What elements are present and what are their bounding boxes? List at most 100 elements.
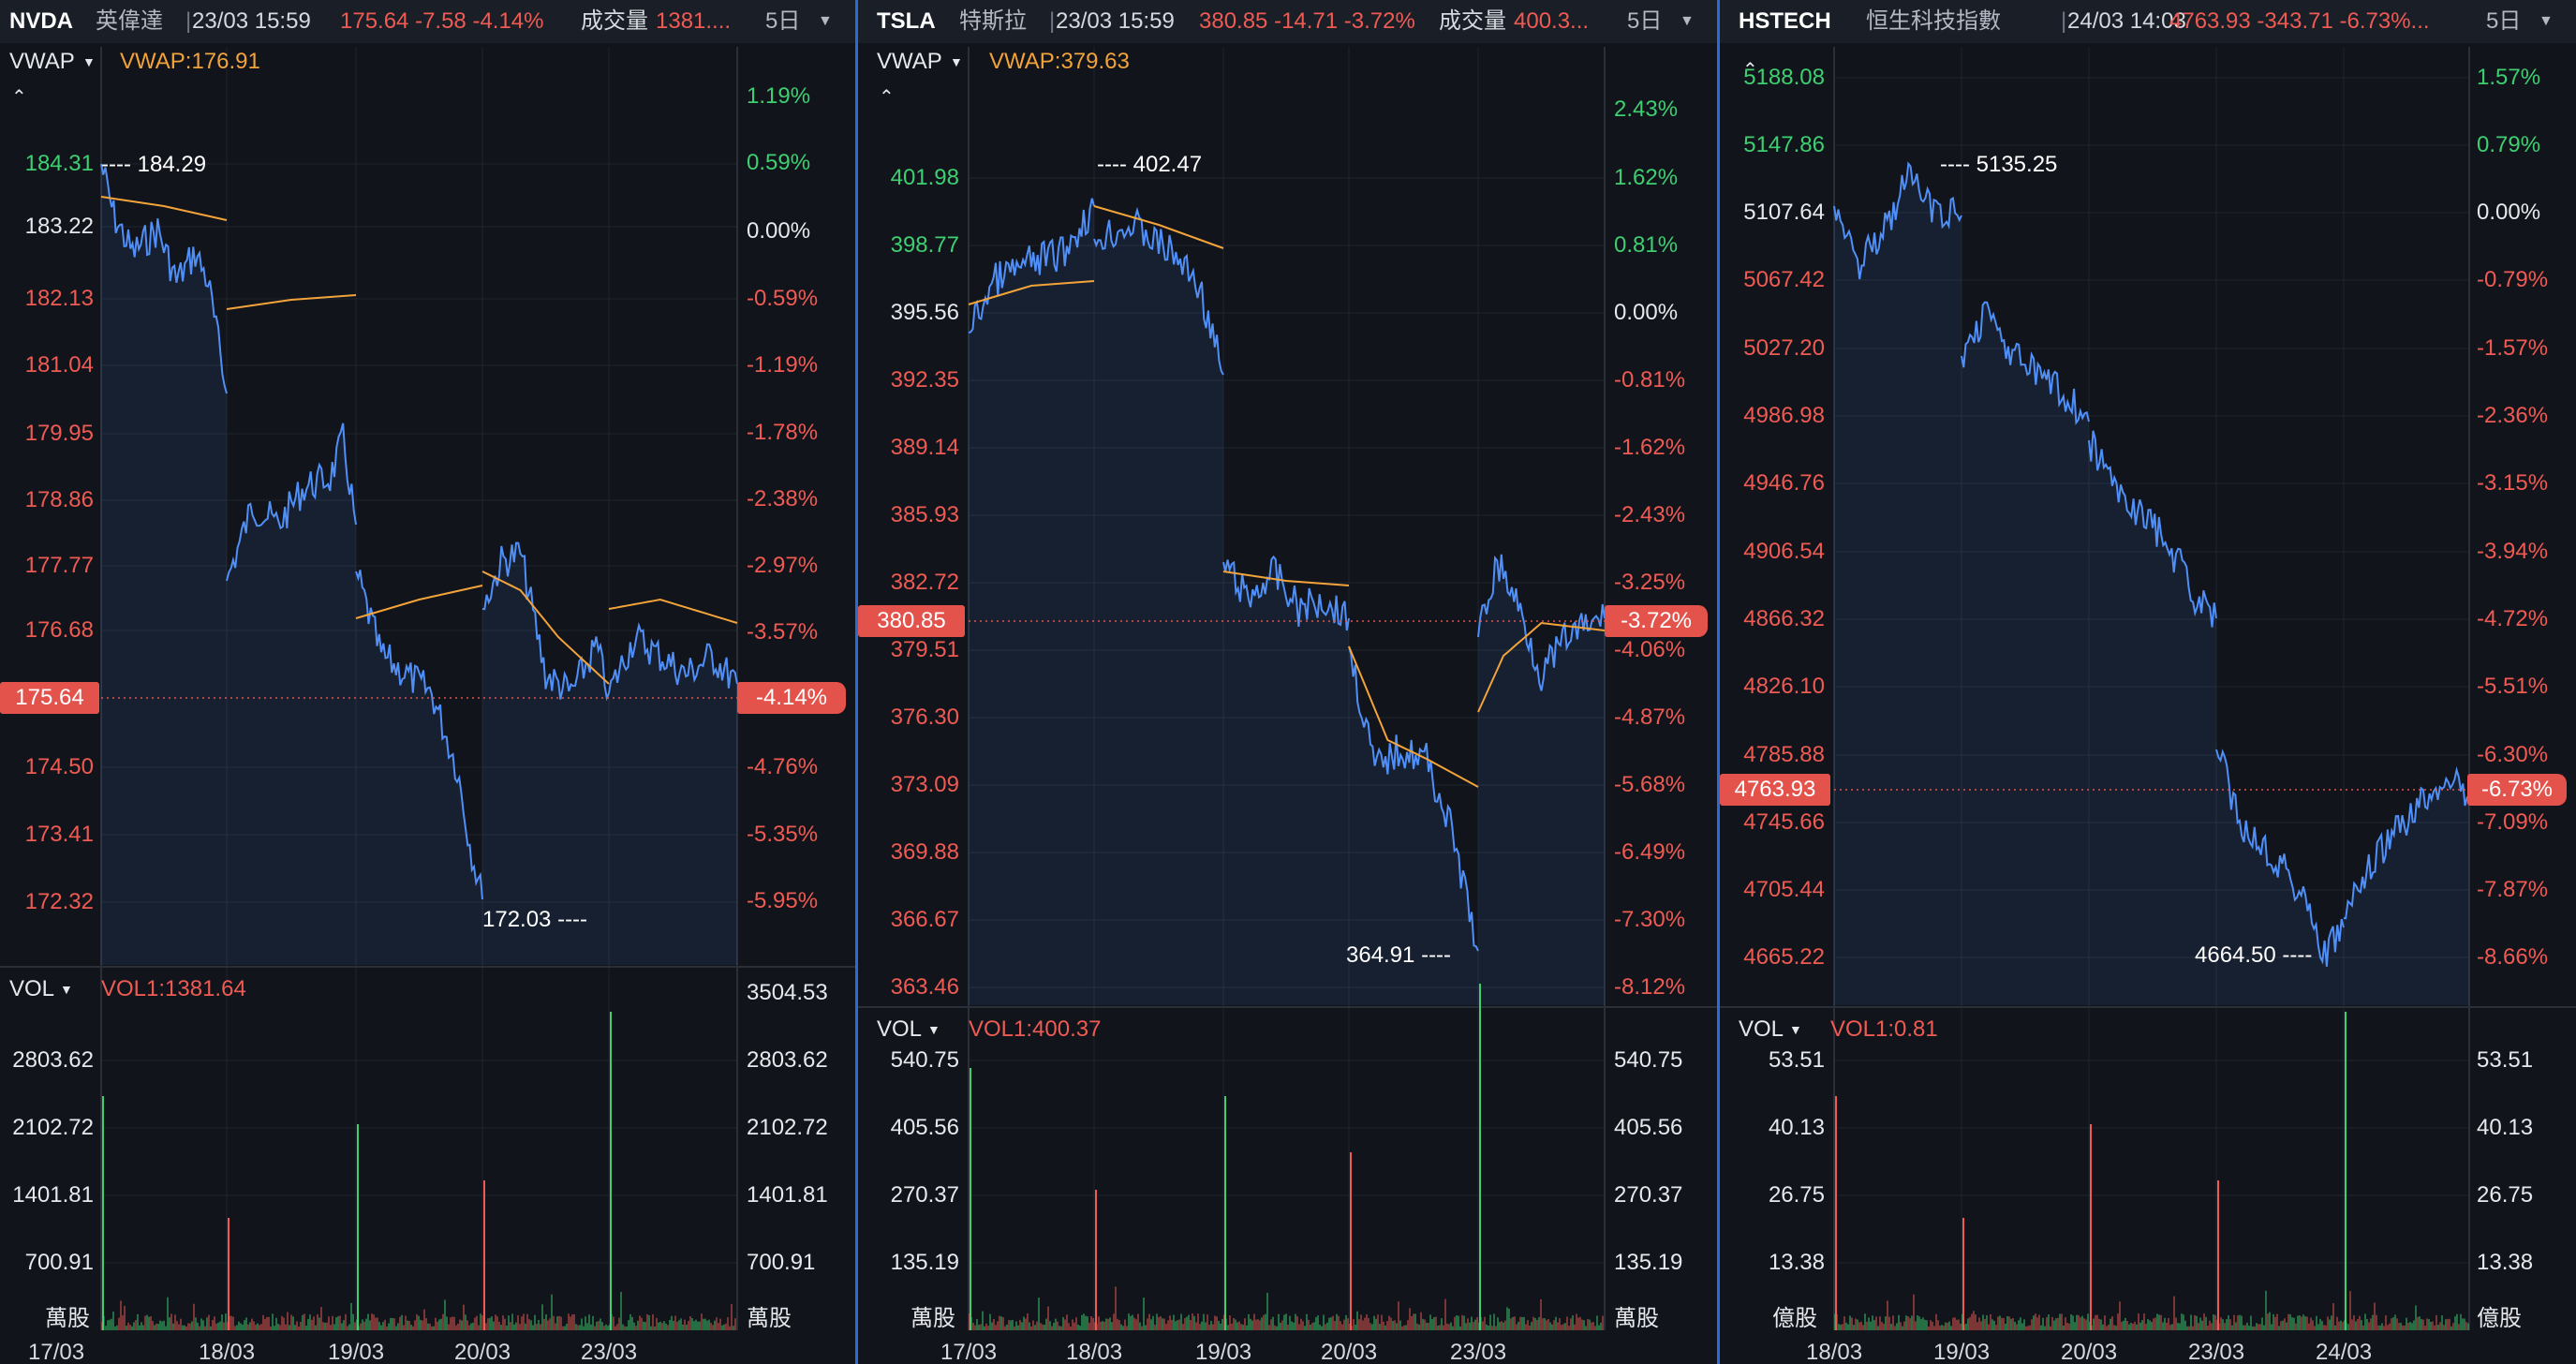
price-axis-tick: 178.86 [24, 487, 94, 512]
timestamp: 23/03 15:59 [1056, 8, 1175, 34]
percent-axis-tick: -2.36% [2477, 403, 2549, 428]
date-axis-label: 23/03 [1450, 1340, 1507, 1364]
vwap-line [226, 294, 357, 310]
price-axis-tick: 176.68 [24, 617, 94, 643]
ticker-header[interactable]: NVDA 英偉達 | 23/03 15:59 175.64 -7.58 -4.14% 成交… [0, 0, 855, 43]
percent-axis-tick: -1.57% [2477, 335, 2549, 361]
volume-axis-tick: 2803.62 [747, 1047, 828, 1073]
price-axis-tick: 5188.08 [1743, 65, 1825, 90]
price-axis-tick: 5027.20 [1743, 335, 1825, 361]
volume-axis-tick: 53.51 [2477, 1047, 2534, 1073]
ticker-symbol[interactable]: NVDA [9, 8, 74, 34]
annotation-dash: ---- [101, 152, 138, 177]
price-line [1348, 645, 1479, 952]
price-axis-tick: 4665.22 [1743, 944, 1825, 970]
price-line [1477, 554, 1606, 691]
price-axis-tick: 182.13 [24, 286, 94, 311]
volume-axis-tick: 3504.53 [747, 980, 828, 1005]
percent-axis-tick: -4.06% [1614, 637, 1686, 662]
price-axis-tick: 366.67 [890, 907, 959, 932]
vwap-value: VWAP:379.63 [989, 49, 1130, 74]
price-axis-tick: 5067.42 [1743, 267, 1825, 292]
volume-unit-label: 萬股 [1614, 1306, 1659, 1331]
price-line [608, 621, 738, 694]
stock-name: 恒生科技指數 [1866, 8, 2001, 34]
stock-name: 特斯拉 [959, 8, 1027, 34]
volume-indicator-selector[interactable]: VOL [877, 1016, 923, 1042]
volume-unit-label: 億股 [1772, 1306, 1817, 1331]
volume-axis-tick: 13.38 [1768, 1250, 1825, 1275]
volume-axis-tick: 26.75 [1768, 1182, 1825, 1208]
low-price-annotation: 4664.50 ---- [2195, 941, 2312, 970]
caret-down-icon[interactable]: ▼ [927, 1022, 940, 1037]
period-selector[interactable]: 5日 [2486, 8, 2522, 34]
caret-down-icon[interactable]: ▼ [2539, 13, 2554, 29]
chevron-up-icon[interactable]: ⌃ [879, 87, 895, 108]
price-axis-tick: 385.93 [890, 502, 959, 527]
price-axis-tick: 4826.10 [1743, 674, 1825, 699]
percent-axis-tick: -8.12% [1614, 974, 1686, 1000]
ticker-symbol[interactable]: TSLA [877, 8, 936, 34]
price-axis-tick: 376.30 [890, 704, 959, 730]
vwap-indicator-selector[interactable]: VWAP [877, 49, 942, 74]
percent-axis-tick: 0.00% [2477, 200, 2541, 225]
vwap-line [100, 196, 228, 221]
volume-indicator-selector[interactable]: VOL [9, 976, 55, 1001]
volume-axis-tick: 13.38 [2477, 1250, 2534, 1275]
price-axis-tick: 4946.76 [1743, 470, 1825, 496]
percent-axis-tick: -6.49% [1614, 839, 1686, 865]
price-area [101, 164, 227, 965]
timestamp: 23/03 15:59 [192, 8, 311, 34]
price-area [1962, 302, 2089, 1005]
ticker-header[interactable]: TSLA 特斯拉 | 23/03 15:59 380.85 -14.71 -3.72% 成… [858, 0, 1717, 43]
vwap-indicator-selector[interactable]: VWAP [9, 49, 75, 74]
ticker-header[interactable]: HSTECH 恒生科技指數 | 24/03 14:03 4763.93 -343.71 … [1720, 0, 2576, 43]
annotation-dash: ---- [1414, 942, 1452, 968]
caret-down-icon[interactable]: ▼ [950, 54, 963, 69]
price-axis-tick: 4866.32 [1743, 606, 1825, 631]
caret-down-icon[interactable]: ▼ [818, 13, 833, 29]
percent-axis-tick: 0.59% [747, 150, 811, 175]
price-axis-tick: 398.77 [890, 232, 959, 258]
percent-axis-tick: 0.00% [747, 218, 811, 244]
high-price-annotation: ---- 5135.25 [1940, 151, 2057, 179]
price-axis-tick: 179.95 [24, 421, 94, 446]
percent-axis-tick: 2.43% [1614, 96, 1679, 122]
price-line [100, 163, 228, 394]
caret-down-icon[interactable]: ▼ [1680, 13, 1695, 29]
high-price-value: 184.29 [137, 152, 207, 177]
low-price-annotation: 172.03 ---- [482, 906, 587, 934]
chevron-up-icon[interactable]: ⌃ [1742, 60, 1758, 81]
current-price-tag: 380.85 [858, 605, 965, 637]
current-price-tag: 4763.93 [1720, 774, 1830, 806]
vwap-value: VWAP:176.91 [120, 49, 260, 74]
chart-panel-nvda[interactable]: NVDA 英偉達 | 23/03 15:59 175.64 -7.58 -4.14% 成交… [0, 0, 855, 1364]
ticker-symbol[interactable]: HSTECH [1739, 8, 1831, 34]
caret-down-icon[interactable]: ▼ [1789, 1022, 1802, 1037]
percent-axis-tick: 0.79% [2477, 132, 2541, 157]
volume-indicator-selector[interactable]: VOL [1739, 1016, 1784, 1042]
chart-panel-tsla[interactable]: TSLA 特斯拉 | 23/03 15:59 380.85 -14.71 -3.72% 成… [858, 0, 1717, 1364]
period-selector[interactable]: 5日 [1627, 8, 1663, 34]
price-axis-tick: 392.35 [890, 367, 959, 393]
volume-axis-tick: 540.75 [890, 1047, 959, 1073]
percent-axis-tick: 1.57% [2477, 65, 2541, 90]
period-selector[interactable]: 5日 [765, 8, 801, 34]
chart-panel-hstech[interactable]: HSTECH 恒生科技指數 | 24/03 14:03 4763.93 -343.71 … [1720, 0, 2576, 1364]
chevron-up-icon[interactable]: ⌃ [11, 87, 27, 108]
percent-axis-tick: -4.76% [747, 754, 819, 779]
volume-axis-tick: 700.91 [747, 1250, 816, 1275]
date-axis-label: 17/03 [28, 1340, 85, 1364]
price-axis-tick: 183.22 [24, 214, 94, 239]
current-percent-tag: -3.72% [1605, 605, 1708, 637]
price-area [2216, 749, 2344, 1005]
panel-divider [855, 0, 858, 1364]
chart-svg [1720, 47, 2576, 1330]
caret-down-icon[interactable]: ▼ [82, 54, 96, 69]
percent-axis-tick: 1.62% [1614, 165, 1679, 190]
caret-down-icon[interactable]: ▼ [60, 982, 73, 997]
price-axis-tick: 181.04 [24, 352, 94, 378]
current-price-tag: 175.64 [0, 682, 99, 714]
header-separator: | [2061, 8, 2067, 34]
price-axis-tick: 369.88 [890, 839, 959, 865]
